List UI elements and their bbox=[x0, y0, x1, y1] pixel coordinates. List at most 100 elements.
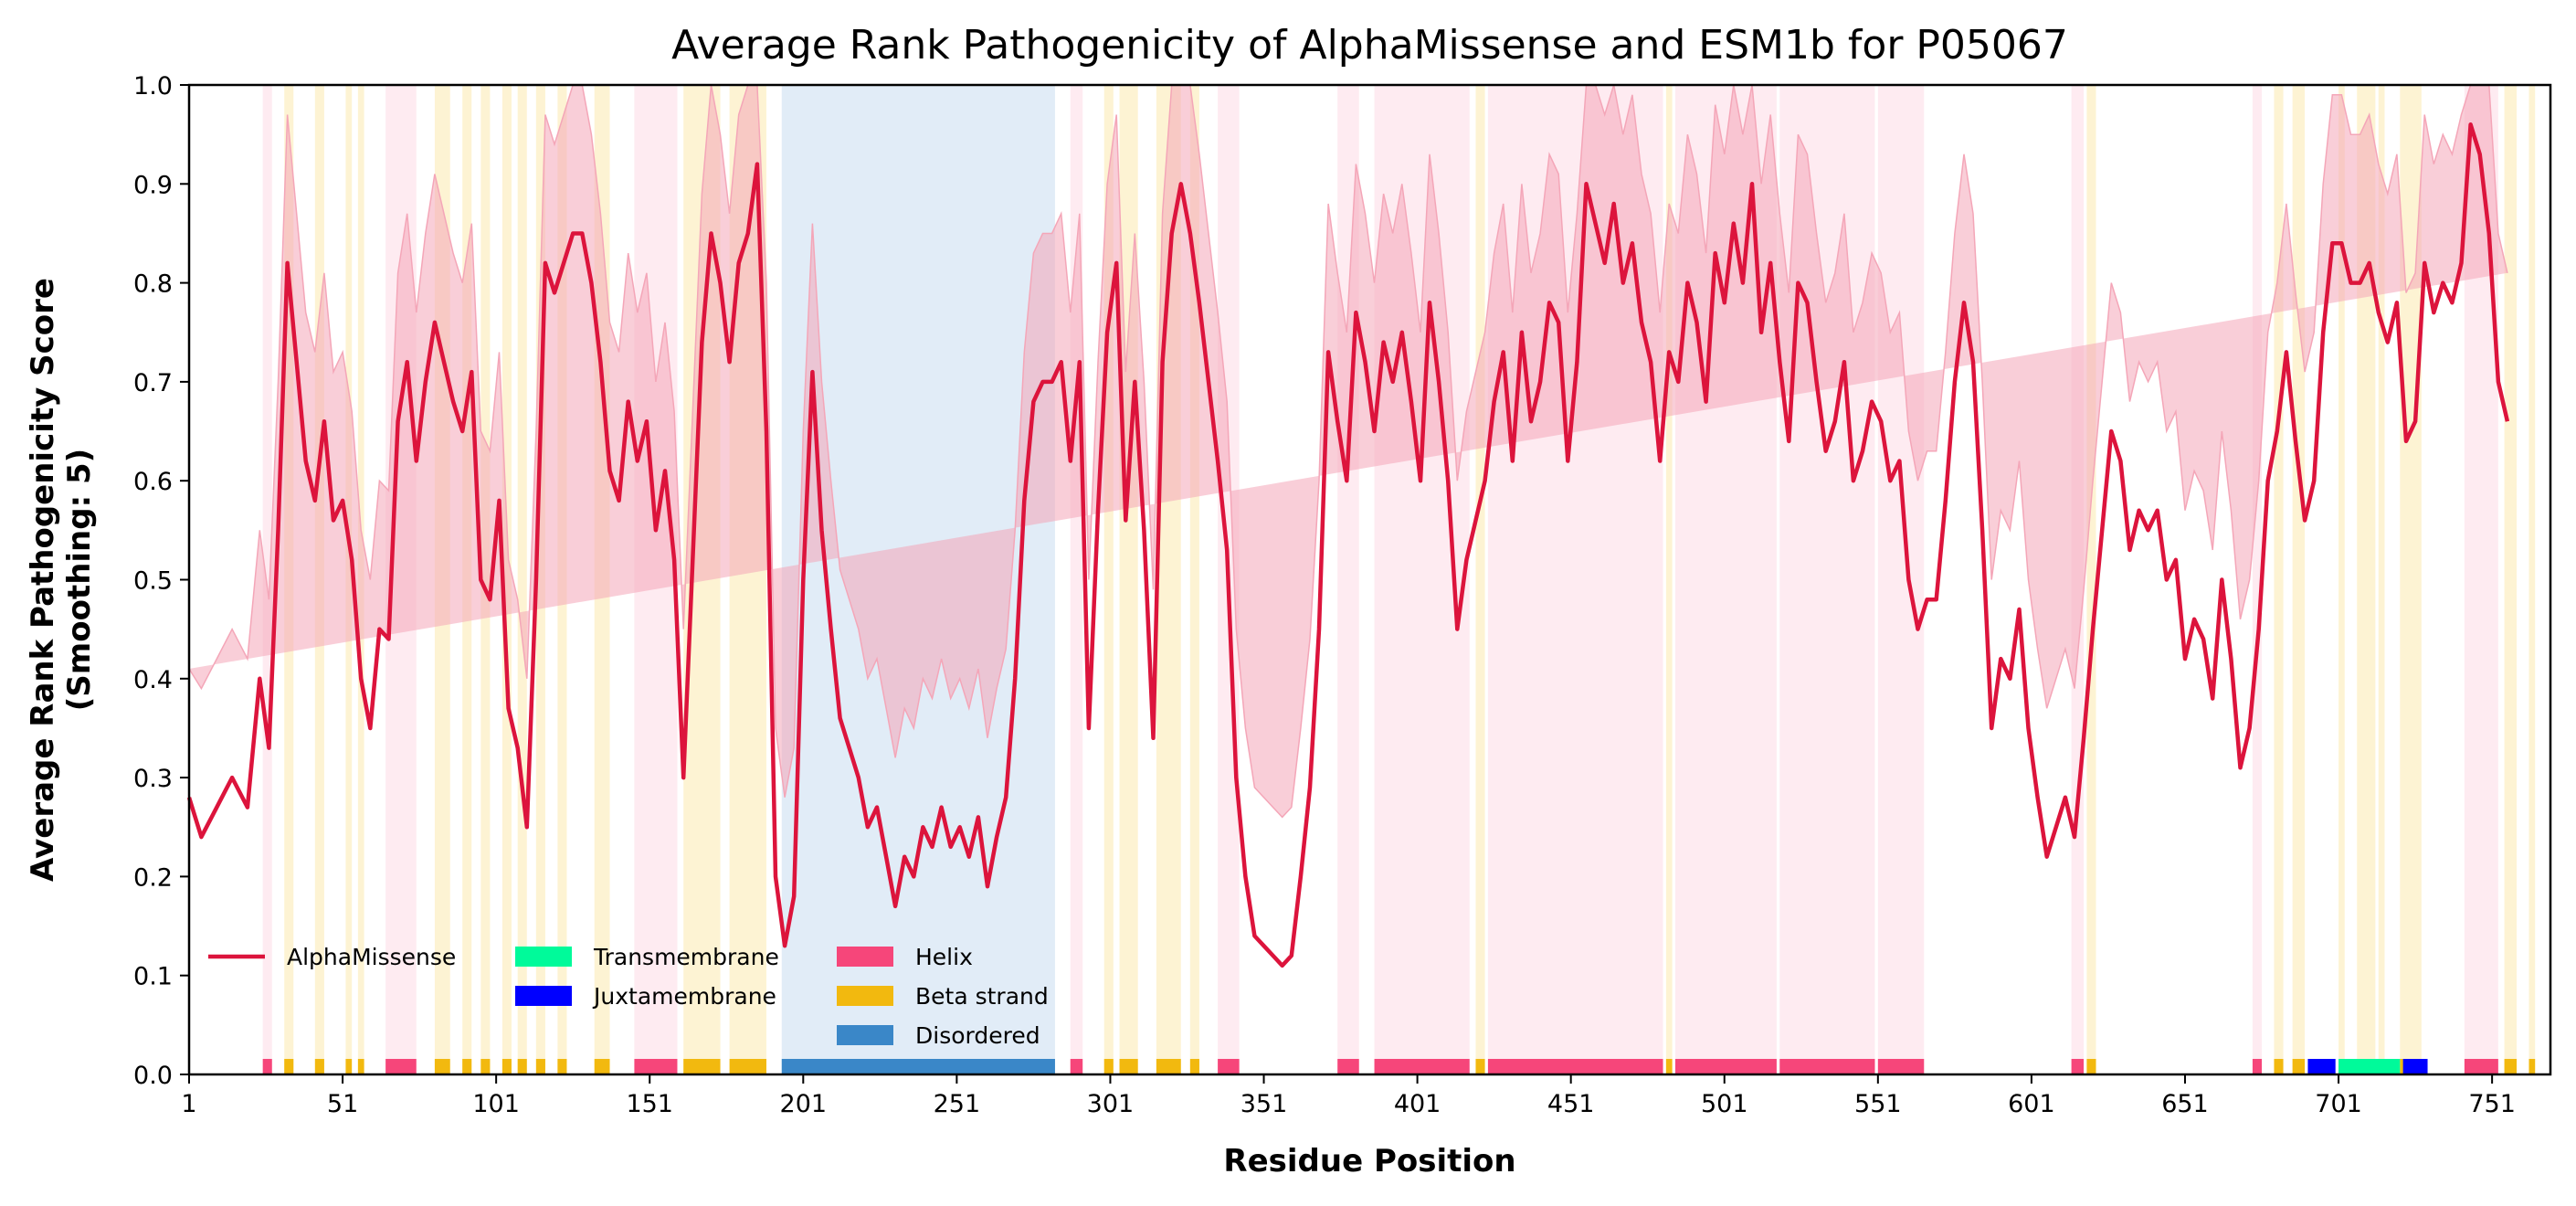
legend-item: Beta strand bbox=[837, 983, 1049, 1010]
helix-track-5 bbox=[1337, 1059, 1359, 1074]
helix-track-9 bbox=[1779, 1059, 1875, 1074]
legend-swatch bbox=[837, 1025, 893, 1045]
helix-shade-0 bbox=[262, 85, 272, 1074]
legend-label: Disordered bbox=[915, 1022, 1040, 1049]
beta_strand-shade-20 bbox=[2086, 85, 2096, 1074]
beta_strand-shade-17 bbox=[1189, 85, 1199, 1074]
x-tick-label: 601 bbox=[2008, 1090, 2055, 1118]
legend-label: Transmembrane bbox=[593, 944, 779, 970]
x-tick-label: 351 bbox=[1240, 1090, 1288, 1118]
x-tick-label: 651 bbox=[2161, 1090, 2209, 1118]
annotation-track bbox=[262, 1059, 2536, 1074]
beta_strand-track-27 bbox=[2504, 1059, 2518, 1074]
y-tick-label: 0.1 bbox=[133, 963, 173, 991]
legend-swatch bbox=[837, 986, 893, 1006]
x-tick-label: 301 bbox=[1087, 1090, 1135, 1118]
x-tick-label: 551 bbox=[1854, 1090, 1902, 1118]
score-line bbox=[186, 122, 2510, 968]
helix-shade-12 bbox=[2252, 85, 2263, 1074]
beta_strand-track-19 bbox=[1665, 1059, 1673, 1074]
helix-track-4 bbox=[1218, 1059, 1240, 1074]
helix-track-11 bbox=[2071, 1059, 2085, 1074]
beta_strand-track-2 bbox=[345, 1059, 353, 1074]
y-tick-label: 0.9 bbox=[133, 171, 173, 199]
beta_strand-shade-26 bbox=[2400, 85, 2422, 1074]
x-tick-label: 401 bbox=[1394, 1090, 1441, 1118]
beta_strand-shade-18 bbox=[1475, 85, 1485, 1074]
y-tick-label: 0.3 bbox=[133, 765, 173, 793]
beta_strand-track-12 bbox=[683, 1059, 721, 1074]
alphamissense-line bbox=[186, 122, 2510, 968]
legend-label: Juxtamembrane bbox=[592, 983, 776, 1010]
beta_strand-track-1 bbox=[314, 1059, 324, 1074]
legend-item: Juxtamembrane bbox=[515, 983, 776, 1010]
beta_strand-track-0 bbox=[284, 1059, 294, 1074]
helix-shade-3 bbox=[1070, 85, 1083, 1074]
helix-track-8 bbox=[1674, 1059, 1777, 1074]
legend-item: Helix bbox=[837, 944, 973, 970]
y-axis-ticks: 0.0 0.1 0.2 0.3 0.4 0.5 0.6 0.7 0.8 0.9 1.0 bbox=[133, 72, 189, 1090]
beta_strand-track-8 bbox=[517, 1059, 527, 1074]
beta_strand-track-14 bbox=[1103, 1059, 1114, 1074]
x-tick-label: 701 bbox=[2315, 1090, 2362, 1118]
helix-shade-10 bbox=[1877, 85, 1925, 1074]
helix-track-13 bbox=[2464, 1059, 2498, 1074]
beta_strand-shade-24 bbox=[2357, 85, 2376, 1074]
y-tick-label: 1.0 bbox=[133, 72, 173, 100]
beta_strand-track-18 bbox=[1475, 1059, 1485, 1074]
beta_strand-track-16 bbox=[1156, 1059, 1181, 1074]
y-tick-label: 0.8 bbox=[133, 270, 173, 299]
beta_strand-shade-8 bbox=[517, 85, 527, 1074]
legend-swatch bbox=[837, 947, 893, 967]
legend-label: Beta strand bbox=[915, 983, 1049, 1010]
beta_strand-shade-15 bbox=[1119, 85, 1138, 1074]
y-axis-title: Average Rank Pathogenicity Score bbox=[25, 278, 61, 882]
x-tick-label: 1 bbox=[181, 1090, 196, 1118]
transmembrane-track-0 bbox=[2338, 1059, 2401, 1074]
legend-swatch bbox=[515, 986, 572, 1006]
helix-track-2 bbox=[634, 1059, 678, 1074]
beta_strand-shade-25 bbox=[2378, 85, 2385, 1074]
beta_strand-track-22 bbox=[2292, 1059, 2306, 1074]
juxtamembrane-track-0 bbox=[2307, 1059, 2336, 1074]
legend-item: AlphaMissense bbox=[208, 944, 456, 970]
x-tick-label: 201 bbox=[780, 1090, 828, 1118]
disordered-track-0 bbox=[781, 1059, 1055, 1074]
juxtamembrane-track-1 bbox=[2402, 1059, 2428, 1074]
beta_strand-track-20 bbox=[2086, 1059, 2096, 1074]
x-tick-label: 251 bbox=[934, 1090, 981, 1118]
x-tick-label: 451 bbox=[1547, 1090, 1595, 1118]
helix-track-1 bbox=[385, 1059, 417, 1074]
x-tick-label: 151 bbox=[626, 1090, 673, 1118]
beta_strand-shade-22 bbox=[2292, 85, 2306, 1074]
beta_strand-shade-27 bbox=[2504, 85, 2518, 1074]
y-tick-label: 0.6 bbox=[133, 468, 173, 496]
beta_strand-track-17 bbox=[1189, 1059, 1199, 1074]
legend-swatch bbox=[515, 947, 572, 967]
helix-track-10 bbox=[1877, 1059, 1925, 1074]
y-tick-label: 0.5 bbox=[133, 567, 173, 596]
helix-track-3 bbox=[1070, 1059, 1083, 1074]
legend-item: Transmembrane bbox=[515, 944, 779, 970]
legend: AlphaMissense Transmembrane Juxtamembrane H… bbox=[208, 944, 1049, 1049]
beta_strand-track-11 bbox=[594, 1059, 610, 1074]
x-tick-label: 751 bbox=[2468, 1090, 2516, 1118]
beta_strand-track-28 bbox=[2528, 1059, 2536, 1074]
y-axis-subtitle: (Smoothing: 5) bbox=[61, 449, 98, 711]
beta_strand-track-15 bbox=[1119, 1059, 1138, 1074]
beta_strand-track-4 bbox=[434, 1059, 450, 1074]
beta_strand-track-9 bbox=[535, 1059, 545, 1074]
beta_strand-shade-19 bbox=[1665, 85, 1673, 1074]
x-tick-label: 501 bbox=[1701, 1090, 1748, 1118]
legend-item: Disordered bbox=[837, 1022, 1040, 1049]
helix-track-12 bbox=[2252, 1059, 2263, 1074]
y-tick-label: 0.7 bbox=[133, 369, 173, 397]
beta_strand-shade-28 bbox=[2528, 85, 2536, 1074]
beta_strand-track-10 bbox=[557, 1059, 567, 1074]
beta_strand-track-13 bbox=[729, 1059, 766, 1074]
beta_strand-track-21 bbox=[2274, 1059, 2284, 1074]
helix-track-0 bbox=[262, 1059, 272, 1074]
helix-track-6 bbox=[1374, 1059, 1470, 1074]
chart-title: Average Rank Pathogenicity of AlphaMisse… bbox=[671, 22, 2068, 69]
